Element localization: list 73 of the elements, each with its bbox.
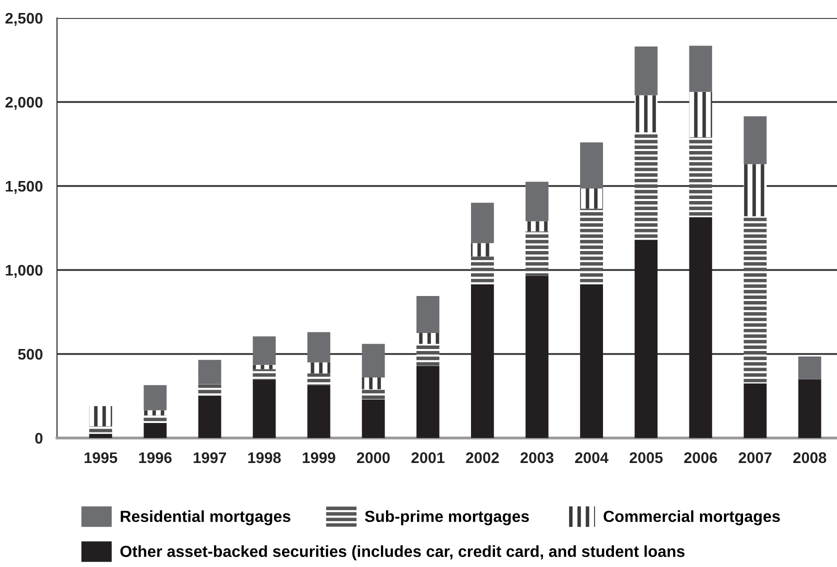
x-tick-label: 2007 <box>738 452 772 464</box>
bar <box>307 373 330 386</box>
bar <box>634 132 658 240</box>
bar <box>89 434 112 438</box>
bar <box>144 422 167 438</box>
y-tick-label: 1,000 <box>6 264 42 278</box>
legend-label: Commercial mortgages <box>604 510 780 526</box>
y-tick-label: 500 <box>18 348 42 360</box>
bar <box>252 336 276 365</box>
bar <box>362 399 385 438</box>
bar <box>526 221 548 232</box>
bar <box>471 284 494 438</box>
x-tick-label: 1998 <box>248 452 281 464</box>
x-tick-label: 1996 <box>139 452 172 464</box>
x-tick-label: 2002 <box>466 452 499 464</box>
bar <box>307 362 330 374</box>
bar <box>634 240 658 438</box>
bar <box>580 284 603 438</box>
bar <box>689 217 712 438</box>
bar <box>89 406 112 426</box>
bar <box>689 137 712 218</box>
bar <box>252 380 276 438</box>
bar <box>471 256 494 284</box>
bar <box>798 379 822 438</box>
bar <box>634 95 658 132</box>
bar <box>307 385 330 438</box>
x-tick-label: 2001 <box>411 452 444 464</box>
bar <box>526 231 548 276</box>
bar <box>362 389 385 400</box>
bar <box>744 216 767 384</box>
bar <box>689 46 712 92</box>
bar <box>580 208 603 284</box>
bar <box>144 410 167 416</box>
bar <box>526 276 548 438</box>
bar <box>744 383 767 438</box>
bar <box>526 182 548 222</box>
bar <box>252 369 276 380</box>
x-tick-label: 1997 <box>194 452 226 464</box>
bar <box>198 360 222 384</box>
bar <box>798 356 822 380</box>
bar <box>744 164 767 216</box>
x-tick-label: 1999 <box>302 452 336 464</box>
bar <box>252 364 276 370</box>
x-tick-label: 2005 <box>630 452 663 464</box>
bar <box>362 344 385 378</box>
x-tick-label: 1995 <box>84 452 118 464</box>
bar <box>144 385 167 410</box>
bar <box>580 188 603 209</box>
legend-label: Sub-prime mortgages <box>364 510 529 526</box>
bar <box>416 296 440 333</box>
x-tick-label: 2000 <box>356 452 390 464</box>
x-tick-label: 2008 <box>793 452 826 464</box>
bar <box>89 426 112 434</box>
bar <box>198 384 222 396</box>
bar <box>416 344 440 366</box>
bar <box>580 142 603 189</box>
bar <box>634 46 658 96</box>
x-tick-label: 2006 <box>684 452 718 464</box>
x-tick-label: 2003 <box>520 452 554 464</box>
y-tick-label: 2,500 <box>5 12 42 26</box>
bar <box>416 366 440 438</box>
y-tick-label: 0 <box>35 432 42 444</box>
bar <box>144 415 167 423</box>
bar <box>744 116 767 164</box>
bar <box>689 92 712 138</box>
bar <box>198 396 222 438</box>
legend-label: Other asset-backed securities (includes car, credit card, and student loans <box>120 545 685 560</box>
y-tick-label: 2,000 <box>5 96 42 110</box>
bar <box>471 202 494 244</box>
x-tick-label: 2004 <box>575 452 608 464</box>
legend-label: Residential mortgages <box>120 510 290 526</box>
bar <box>307 332 330 362</box>
y-tick-label: 1,500 <box>6 180 42 194</box>
